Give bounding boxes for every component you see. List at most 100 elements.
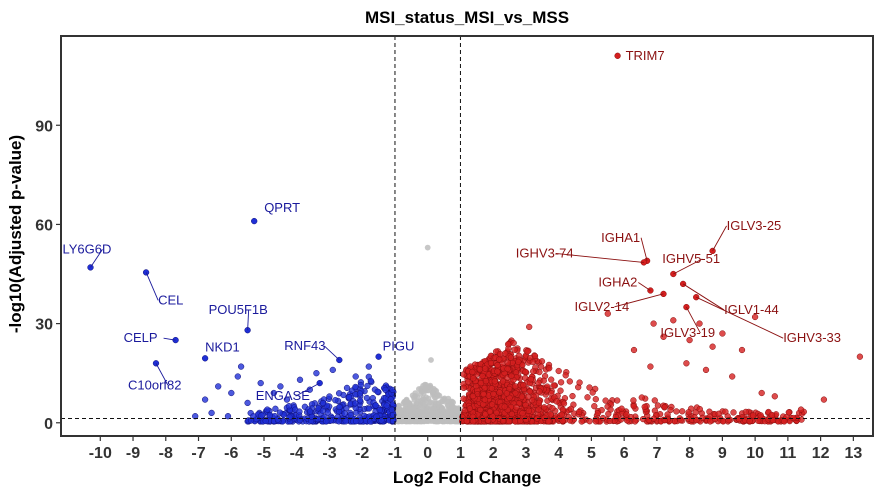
up-point: [541, 404, 548, 411]
ns-point: [435, 401, 442, 408]
label-leader-line: [685, 306, 701, 334]
up-point: [623, 411, 630, 418]
x-tick-label: -10: [89, 445, 112, 462]
up-point: [488, 401, 496, 408]
up-point: [481, 396, 489, 403]
up-point: [527, 376, 535, 383]
up-point: [497, 350, 504, 358]
up-point: [522, 401, 529, 409]
down-point: [285, 403, 293, 410]
up-point: [604, 310, 611, 317]
up-point: [479, 372, 486, 380]
up-point: [673, 408, 680, 415]
up-point: [507, 354, 515, 361]
down-point: [192, 413, 199, 420]
label-leader-line: [247, 310, 250, 331]
down-point: [352, 400, 359, 407]
gene-label: POU5F1B: [209, 302, 268, 317]
up-point: [661, 403, 668, 411]
up-point: [484, 417, 492, 424]
up-point: [555, 367, 562, 375]
down-point: [277, 383, 284, 390]
ns-point: [420, 417, 427, 423]
down-point: [313, 370, 320, 377]
x-tick-label: 4: [554, 445, 563, 462]
down-point: [276, 409, 284, 416]
up-point: [469, 392, 477, 400]
down-point: [258, 412, 265, 419]
up-point: [592, 396, 599, 403]
up-point: [751, 313, 759, 321]
up-point: [757, 412, 764, 419]
down-point: [387, 396, 394, 403]
up-point: [469, 368, 476, 376]
down-point: [274, 416, 282, 423]
up-point: [660, 333, 667, 340]
x-tick-label: 9: [718, 445, 727, 462]
down-point: [208, 409, 215, 417]
gene-label: ENGASE: [256, 388, 311, 403]
up-point: [504, 341, 512, 348]
ns-point: [407, 417, 414, 424]
down-point: [228, 389, 235, 397]
labeled-gene-point: [679, 280, 687, 288]
up-point: [515, 358, 522, 366]
up-point: [742, 408, 749, 416]
down-point: [382, 386, 389, 394]
down-point: [201, 396, 209, 403]
up-point: [651, 397, 658, 404]
gene-label: IGLV1-44: [724, 302, 779, 317]
ns-point: [431, 410, 438, 417]
gene-label: IGHV3-74: [516, 245, 574, 260]
x-tick-label: -6: [224, 445, 238, 462]
up-point: [755, 417, 762, 424]
up-point: [730, 409, 737, 416]
x-tick-label: -4: [290, 445, 304, 462]
gene-label: IGLV3-19: [660, 325, 715, 340]
up-point: [631, 418, 639, 425]
labeled-gene-point: [316, 379, 323, 387]
down-point: [357, 381, 364, 389]
down-point: [326, 393, 333, 400]
down-point: [347, 411, 354, 419]
label-leader-line: [90, 249, 103, 268]
plot-area: TRIM7 IGHA1 IGHV3-74 IGLV3-25 IGHV5-51 IGHA2 I…: [61, 36, 873, 436]
x-tick-label: -1: [388, 445, 402, 462]
up-point: [549, 405, 556, 412]
up-point: [557, 379, 565, 386]
up-point: [510, 339, 517, 347]
not-significant-points: [392, 244, 464, 425]
up-point: [512, 383, 519, 390]
down-point: [237, 363, 245, 370]
gene-labels: TRIM7 IGHA1 IGHV3-74 IGLV3-25 IGHV5-51 IGHA2 I…: [63, 48, 842, 403]
up-point: [460, 384, 467, 392]
x-tick-label: -8: [159, 445, 173, 462]
ns-point: [423, 382, 429, 388]
x-tick-label: 2: [489, 445, 498, 462]
gene-label: C10orf82: [128, 377, 181, 392]
up-point: [586, 384, 593, 391]
up-point: [499, 378, 507, 385]
gene-label: CELP: [124, 330, 158, 345]
ns-point: [405, 407, 412, 414]
up-point: [612, 413, 619, 421]
up-point: [538, 358, 546, 365]
label-leader-line: [640, 237, 648, 261]
up-point: [536, 368, 543, 376]
panel-border: [60, 35, 874, 437]
up-point: [530, 368, 537, 375]
up-point: [592, 418, 599, 425]
ns-point: [424, 244, 431, 251]
down-point: [286, 413, 293, 421]
up-point: [477, 406, 484, 414]
up-point: [630, 346, 638, 354]
up-point: [768, 411, 775, 419]
y-tick-label: 90: [35, 118, 53, 135]
ns-point: [441, 398, 448, 405]
ns-point: [419, 397, 425, 403]
x-tick-label: 1: [456, 445, 465, 462]
x-tick-label: 7: [652, 445, 661, 462]
x-tick-label: 10: [746, 445, 764, 462]
ns-point: [434, 391, 441, 398]
up-point: [550, 382, 557, 389]
